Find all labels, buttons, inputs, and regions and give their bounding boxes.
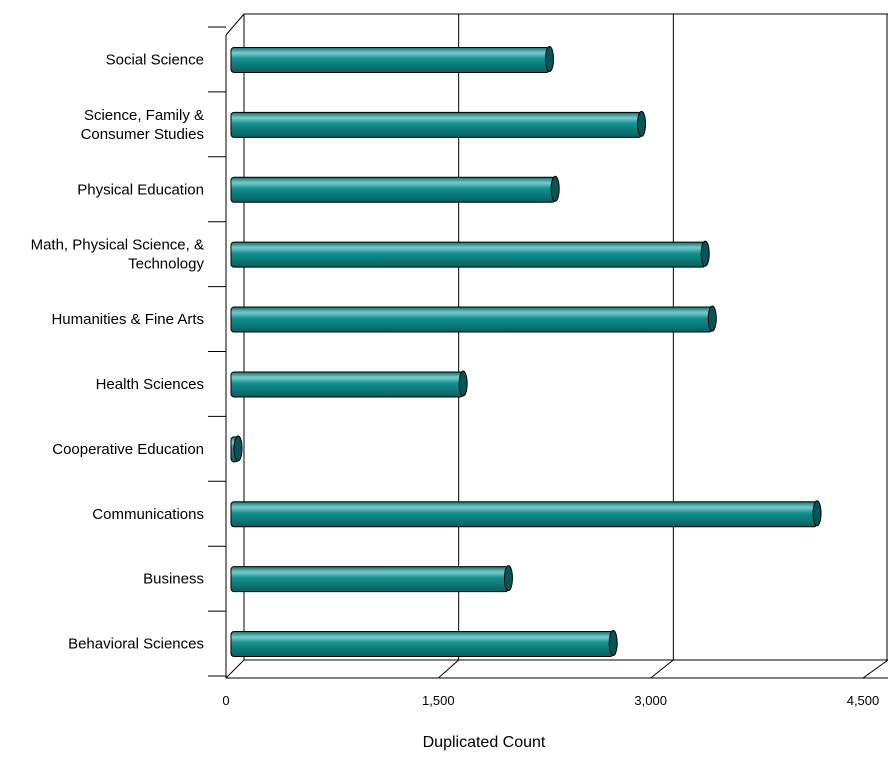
category-label-8: Business	[143, 571, 204, 588]
x-tick-labels: 0 1,500 3,000 4,500	[222, 693, 879, 708]
bars-group	[230, 45, 822, 658]
bar-cap-3	[700, 240, 710, 267]
bar-body-3	[230, 241, 706, 268]
bar-body-4	[230, 306, 713, 333]
floor-depth-line-3	[862, 659, 888, 679]
category-label-line: Cooperative Education	[52, 441, 204, 458]
bar-cap-7	[812, 500, 822, 527]
category-label-line: Humanities & Fine Arts	[51, 311, 204, 328]
x-tick-label-0: 0	[222, 693, 229, 708]
category-labels: Social Science Science, Family & Consumer …	[31, 51, 205, 652]
bar-body-8	[230, 566, 509, 593]
category-label-7: Communications	[92, 506, 204, 523]
bar-body-5	[230, 371, 464, 398]
category-label-5: Health Sciences	[96, 376, 204, 393]
category-label-6: Cooperative Education	[52, 441, 204, 458]
bar-body-7	[230, 501, 818, 528]
category-label-4: Humanities & Fine Arts	[51, 311, 204, 328]
category-label-line: Business	[143, 571, 204, 588]
category-label-3: Math, Physical Science, & Technology	[31, 237, 205, 273]
bar-8	[230, 565, 513, 593]
y-axis-top-depth	[225, 13, 245, 36]
bar-cap-4	[707, 305, 717, 332]
category-label-line: Consumer Studies	[81, 126, 204, 143]
floor-depth-line-2	[650, 659, 674, 679]
bar-5	[230, 370, 468, 398]
bar-1	[230, 110, 647, 138]
x-axis-title: Duplicated Count	[423, 734, 546, 751]
x-tick-label-3: 4,500	[847, 693, 880, 708]
bar-body-2	[230, 176, 556, 203]
bar-7	[230, 500, 822, 528]
floor-depth-line-1	[438, 659, 459, 679]
bar-9	[230, 630, 618, 658]
category-label-line: Technology	[128, 256, 204, 273]
bar-3	[230, 240, 710, 268]
bar-cap-5	[458, 370, 468, 397]
floor-depth-line-0	[225, 659, 245, 679]
chart-back-wall	[243, 13, 888, 660]
category-label-line: Physical Education	[77, 181, 204, 198]
bar-body-9	[230, 631, 614, 658]
bar-2	[230, 175, 560, 203]
x-tick-label-2: 3,000	[634, 693, 667, 708]
category-label-1: Science, Family & Consumer Studies	[81, 107, 204, 143]
category-label-9: Behavioral Sciences	[68, 636, 204, 653]
bar-body-1	[230, 111, 643, 138]
bar-0	[230, 45, 554, 73]
x-tick-label-1: 1,500	[422, 693, 455, 708]
bar-cap-2	[550, 175, 560, 202]
bar-cap-9	[608, 630, 618, 657]
bar-6	[230, 435, 243, 463]
category-label-line: Social Science	[106, 51, 204, 68]
category-label-line: Math, Physical Science, &	[31, 237, 204, 254]
category-label-2: Physical Education	[77, 181, 204, 198]
category-label-line: Science, Family &	[84, 107, 204, 124]
bar-body-0	[230, 46, 550, 73]
chart-floor	[208, 13, 888, 679]
bar-cap-1	[637, 110, 647, 137]
bar-cap-6	[233, 435, 243, 462]
bar-cap-8	[503, 565, 513, 592]
category-label-line: Communications	[92, 506, 204, 523]
category-label-line: Behavioral Sciences	[68, 636, 204, 653]
bar-cap-0	[545, 45, 554, 72]
bar-4	[230, 305, 717, 333]
category-label-line: Health Sciences	[96, 376, 204, 393]
category-label-0: Social Science	[106, 51, 204, 68]
